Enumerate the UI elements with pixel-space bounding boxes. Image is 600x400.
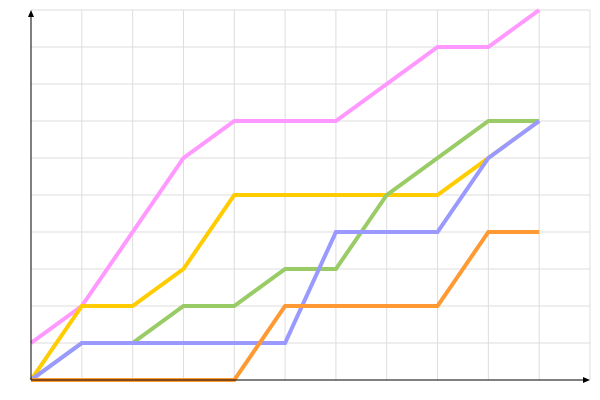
series-line-2 (29, 119, 541, 382)
y-axis-arrow (28, 10, 34, 17)
series-lines (29, 8, 541, 382)
x-axis-arrow (583, 377, 590, 383)
series-line-4 (29, 119, 541, 382)
series-line-1 (29, 8, 541, 345)
axes (28, 10, 590, 383)
